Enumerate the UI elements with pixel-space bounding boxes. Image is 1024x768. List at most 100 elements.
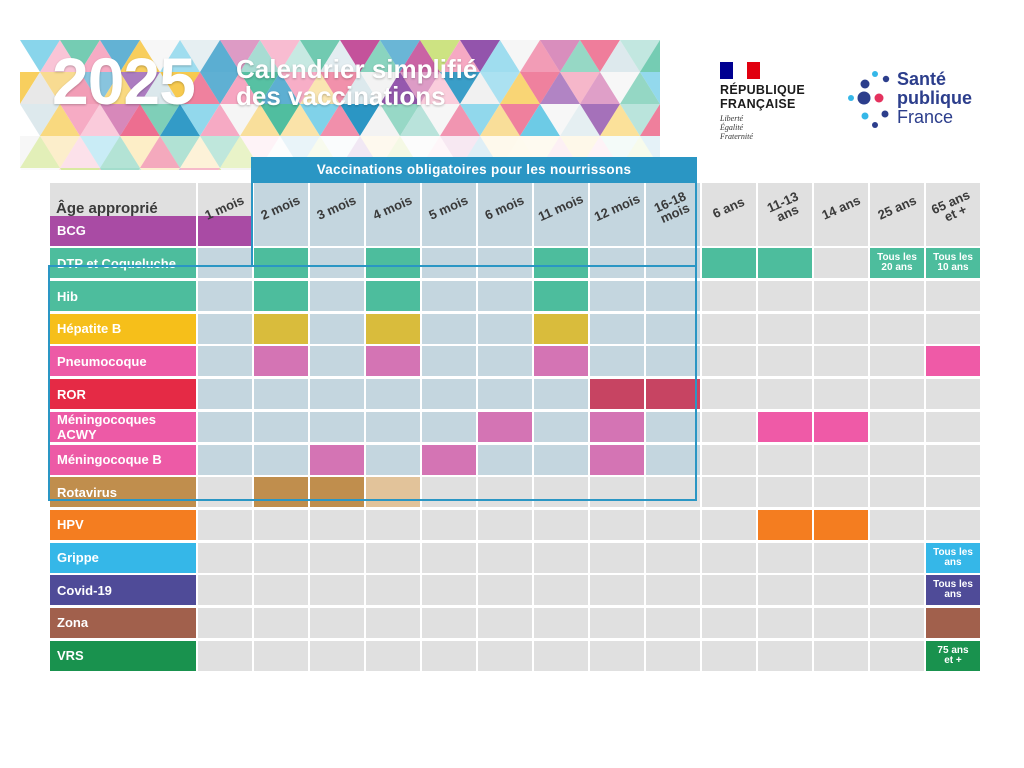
schedule-cell — [590, 313, 644, 344]
schedule-cell — [478, 313, 532, 344]
vaccine-label-10: HPV — [50, 509, 196, 540]
vaccine-label-5: Pneumocoque — [50, 346, 196, 377]
schedule-cell — [198, 542, 252, 573]
schedule-cell — [758, 640, 812, 671]
spf-line-3: France — [897, 107, 954, 127]
vaccine-label-1: BCG — [50, 215, 196, 246]
schedule-cell — [422, 313, 476, 344]
schedule-cell — [478, 281, 532, 312]
cell-note-line: Tous les — [933, 252, 973, 264]
schedule-cell — [646, 313, 700, 344]
schedule-cell — [590, 248, 644, 279]
schedule-cell — [534, 444, 588, 475]
schedule-cell: Tous les ans — [926, 542, 980, 573]
schedule-cell — [310, 542, 364, 573]
vaccine-label-7: Méningocoques ACWY — [50, 411, 196, 442]
schedule-cell — [254, 477, 308, 508]
schedule-cell — [422, 215, 476, 246]
schedule-cell — [254, 509, 308, 540]
schedule-cell — [926, 477, 980, 508]
schedule-cell — [870, 509, 924, 540]
schedule-cell — [702, 444, 756, 475]
schedule-cell — [870, 411, 924, 442]
schedule-cell — [870, 346, 924, 377]
schedule-cell — [366, 313, 420, 344]
schedule-cell — [758, 281, 812, 312]
schedule-cell — [366, 379, 420, 410]
schedule-cell — [422, 411, 476, 442]
cell-note-line: 20 ans — [881, 262, 913, 274]
schedule-cell — [478, 477, 532, 508]
cell-note-line: Tous les — [877, 252, 917, 264]
schedule-cell — [870, 640, 924, 671]
schedule-cell — [814, 346, 868, 377]
schedule-cell — [814, 509, 868, 540]
spf-line-2: publique — [897, 88, 972, 108]
schedule-cell — [926, 215, 980, 246]
schedule-cell — [422, 444, 476, 475]
cell-note-line: ans — [944, 589, 962, 601]
schedule-cell — [310, 215, 364, 246]
schedule-cell — [590, 509, 644, 540]
schedule-cell — [702, 607, 756, 638]
schedule-cell: Tous les 10 ans — [926, 248, 980, 279]
schedule-cell — [590, 444, 644, 475]
schedule-cell — [590, 281, 644, 312]
schedule-cell — [534, 281, 588, 312]
cell-note-line: 10 ans — [937, 262, 969, 274]
vaccine-label-6: ROR — [50, 379, 196, 410]
schedule-cell — [870, 215, 924, 246]
schedule-cell — [254, 346, 308, 377]
schedule-cell — [702, 248, 756, 279]
schedule-cell — [926, 607, 980, 638]
schedule-cell — [366, 248, 420, 279]
schedule-cell — [254, 215, 308, 246]
schedule-cell — [870, 379, 924, 410]
molecule-dots-icon — [848, 71, 890, 128]
schedule-cell — [758, 542, 812, 573]
schedule-cell — [590, 575, 644, 606]
schedule-cell — [198, 607, 252, 638]
schedule-cell — [646, 542, 700, 573]
schedule-cell — [366, 281, 420, 312]
vaccine-label-2: DTP et Coqueluche — [50, 248, 196, 279]
schedule-cell — [926, 281, 980, 312]
schedule-cell — [366, 346, 420, 377]
schedule-cell — [366, 411, 420, 442]
schedule-cell — [758, 215, 812, 246]
schedule-cell — [534, 477, 588, 508]
schedule-cell — [870, 575, 924, 606]
schedule-cell — [422, 607, 476, 638]
schedule-cell — [310, 640, 364, 671]
schedule-cell — [310, 607, 364, 638]
schedule-cell — [590, 607, 644, 638]
schedule-cell — [254, 248, 308, 279]
schedule-cell — [814, 477, 868, 508]
schedule-cell — [366, 607, 420, 638]
cell-note-line: Tous les — [933, 546, 973, 558]
cell-note-line: ans — [944, 556, 962, 568]
schedule-cell — [702, 281, 756, 312]
schedule-cell — [590, 542, 644, 573]
schedule-cell — [310, 444, 364, 475]
schedule-cell — [534, 248, 588, 279]
schedule-cell — [534, 379, 588, 410]
schedule-cell — [366, 444, 420, 475]
schedule-cell — [702, 379, 756, 410]
republique-name: RÉPUBLIQUE FRANÇAISE — [720, 83, 805, 111]
schedule-cell — [534, 411, 588, 442]
schedule-cell — [814, 575, 868, 606]
schedule-cell — [254, 607, 308, 638]
schedule-cell — [422, 379, 476, 410]
schedule-cell — [926, 379, 980, 410]
schedule-cell — [198, 575, 252, 606]
schedule-cell — [590, 215, 644, 246]
schedule-cell — [478, 215, 532, 246]
schedule-cell — [422, 248, 476, 279]
mandatory-vaccinations-label: Vaccinations obligatoires pour les nourr… — [251, 157, 697, 181]
schedule-cell — [254, 444, 308, 475]
motto-fraternite: Fraternité — [720, 132, 753, 141]
schedule-cell — [590, 411, 644, 442]
vaccination-table: Âge approprié 1 mois 2 mois 3 mois 4 mois 5 m… — [50, 183, 980, 671]
schedule-cell — [870, 477, 924, 508]
